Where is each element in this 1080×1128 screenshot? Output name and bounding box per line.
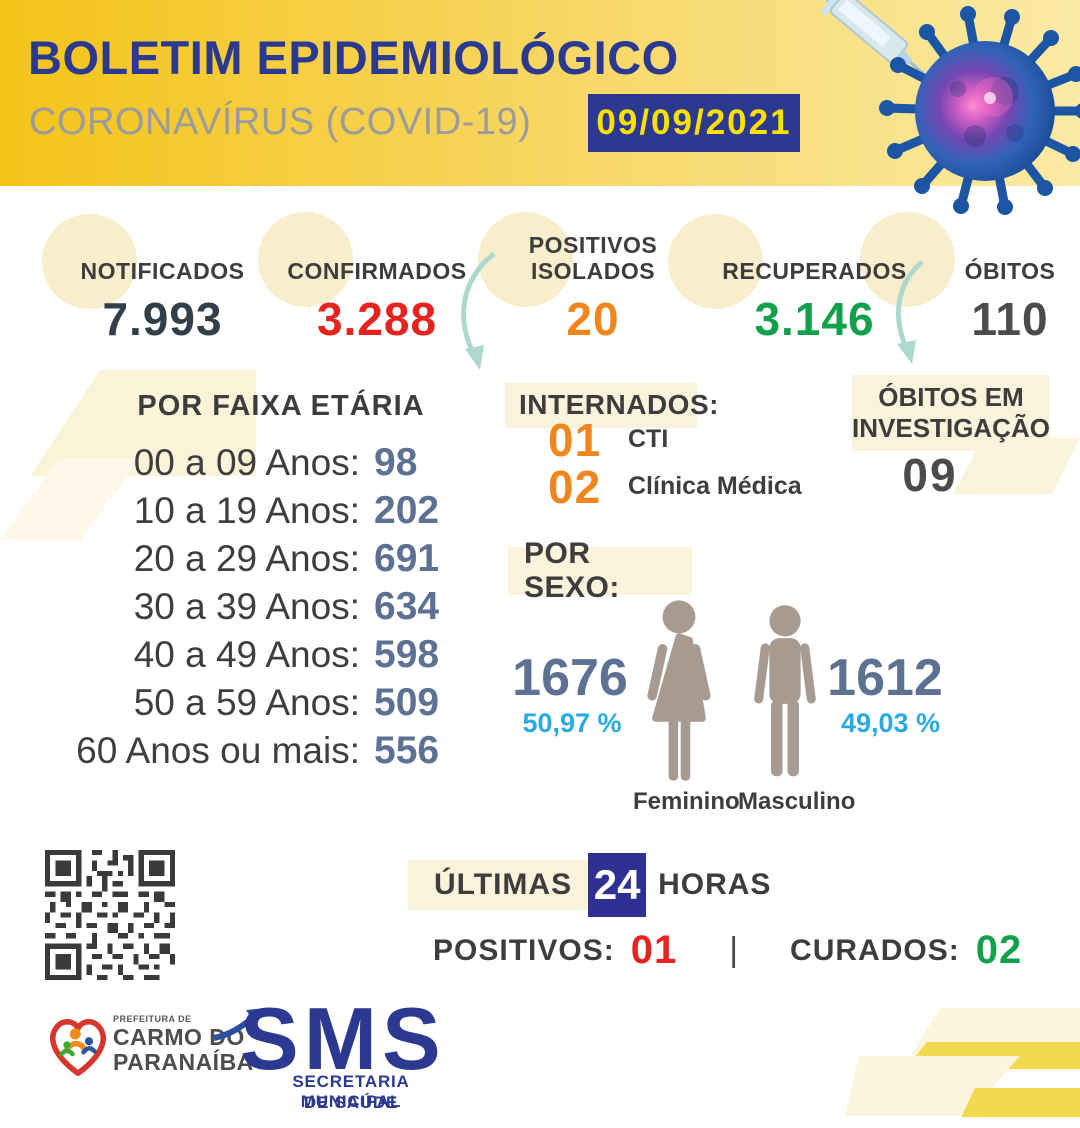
age-value: 98 [374,441,418,484]
curados-label: CURADOS: [790,933,960,967]
curved-arrow-icon [896,260,924,364]
age-row: 40 a 49 Anos: 598 [30,633,460,681]
horas-label: HORAS [658,868,772,901]
positivos-label: POSITIVOS: [433,933,615,967]
age-value: 691 [374,537,440,580]
stat-label: POSITIVOS ISOLADOS [528,232,658,284]
sms-subtitle-line1: SECRETARIA MUNICIPAL [292,1072,410,1111]
qr-code [45,850,175,980]
stat-value: 3.288 [316,293,438,345]
stat-halo [668,214,763,309]
stat-confirmados: CONFIRMADOS 3.288 [272,226,482,346]
age-row: 60 Anos ou mais: 556 [30,729,460,777]
age-label: 40 a 49 Anos: [133,634,360,675]
stat-halo [478,212,573,307]
internados-section: 01 CTI 02 Clínica Médica [548,414,802,513]
header-banner: BOLETIM EPIDEMIOLÓGICO CORONAVÍRUS (COVI… [0,0,1080,186]
age-label: 10 a 19 Anos: [133,490,360,531]
stat-halo [258,212,353,307]
age-row: 50 a 59 Anos: 509 [30,681,460,729]
age-section-title: POR FAIXA ETÁRIA [137,390,425,422]
coronavirus-illustration [809,0,1080,215]
stat-label: ÓBITOS [964,258,1056,284]
age-label: 00 a 09 Anos: [133,442,360,483]
age-label: 20 a 29 Anos: [133,538,360,579]
age-label: 50 a 59 Anos: [133,682,360,723]
internados-value: 01 [548,413,602,466]
stat-halo [860,212,955,307]
male-icon [754,605,816,777]
stat-value: 20 [566,293,620,345]
female-icon [647,600,711,781]
stat-halo [42,214,137,309]
divider: | [729,931,739,969]
city-name-line2: PARANAÍBA [113,1049,254,1075]
age-label: 60 Anos ou mais: [76,730,360,771]
internados-title: INTERNADOS: [505,382,718,428]
ultimas-label: ÚLTIMAS [408,860,589,910]
stat-value: 7.993 [102,293,223,345]
arrow-swoosh-icon [213,1008,266,1041]
stat-recuperados: RECUPERADOS 3.146 [712,226,917,346]
obitos-investigacao-value: 09 [902,449,958,501]
internados-label: Clínica Médica [628,472,802,500]
age-value: 556 [374,729,440,772]
stat-obitos: ÓBITOS 110 [940,226,1080,346]
internados-row: 02 Clínica Médica [548,461,802,513]
page-title: BOLETIM EPIDEMIOLÓGICO [28,31,679,84]
stat-label: RECUPERADOS [722,258,907,284]
obitos-investigacao-title: ÓBITOS EM INVESTIGAÇÃO [852,375,1050,451]
curved-arrow-icon [461,252,496,370]
stat-notificados: NOTIFICADOS 7.993 [55,226,270,346]
por-sexo-title: POR SEXO: [508,537,692,604]
curados-value: 02 [975,928,1023,972]
prefeitura-label: PREFEITURA DE [113,1014,192,1024]
ultimas-24-section: ÚLTIMAS 24 HORAS [408,853,771,917]
age-row: 20 a 29 Anos: 691 [30,537,460,585]
female-percent: 50,97 % [522,708,622,738]
age-section: POR FAIXA ETÁRIA 00 a 09 Anos: 98 10 a 1… [30,390,460,777]
positivos-value: 01 [630,928,678,972]
sms-subtitle-line2: DE SAÚDE [303,1093,399,1112]
age-value: 634 [374,585,440,628]
decor-shape [961,1088,1080,1117]
internados-row: 01 CTI [548,414,802,466]
age-label: 30 a 39 Anos: [133,586,360,627]
hours-24-box: 24 [588,853,647,917]
female-count: 1676 [512,649,628,707]
male-label: Masculino [738,788,856,815]
internados-value: 02 [548,460,602,513]
age-value: 509 [374,681,440,724]
male-percent: 49,03 % [840,708,941,738]
age-row: 30 a 39 Anos: 634 [30,585,460,633]
date-badge: 09/09/2021 [588,94,800,152]
age-row: 10 a 19 Anos: 202 [30,489,460,537]
prefeitura-heart-logo [50,1018,106,1076]
stat-label: CONFIRMADOS [287,258,467,284]
last24-results-row: POSITIVOS: 01 | CURADOS: 02 [433,928,1022,973]
sms-acronym: SMS [240,989,446,1088]
page-subtitle: CORONAVÍRUS (COVID-19) [29,101,532,143]
internados-label: CTI [628,425,669,453]
virus-icon [879,6,1080,215]
stat-label: NOTIFICADOS [80,258,245,284]
age-value: 202 [374,489,440,532]
obitos-investigacao-title-line2: INVESTIGAÇÃO [852,413,1050,443]
obitos-investigacao-title-line1: ÓBITOS EM [878,382,1024,412]
stat-positivos-isolados: POSITIVOS ISOLADOS 20 [512,226,674,346]
stat-value: 3.146 [754,293,875,345]
age-row: 00 a 09 Anos: 98 [30,441,460,489]
male-count: 1612 [827,649,943,707]
age-value: 598 [374,633,440,676]
stat-value: 110 [971,293,1049,345]
female-label: Feminino [633,788,740,815]
